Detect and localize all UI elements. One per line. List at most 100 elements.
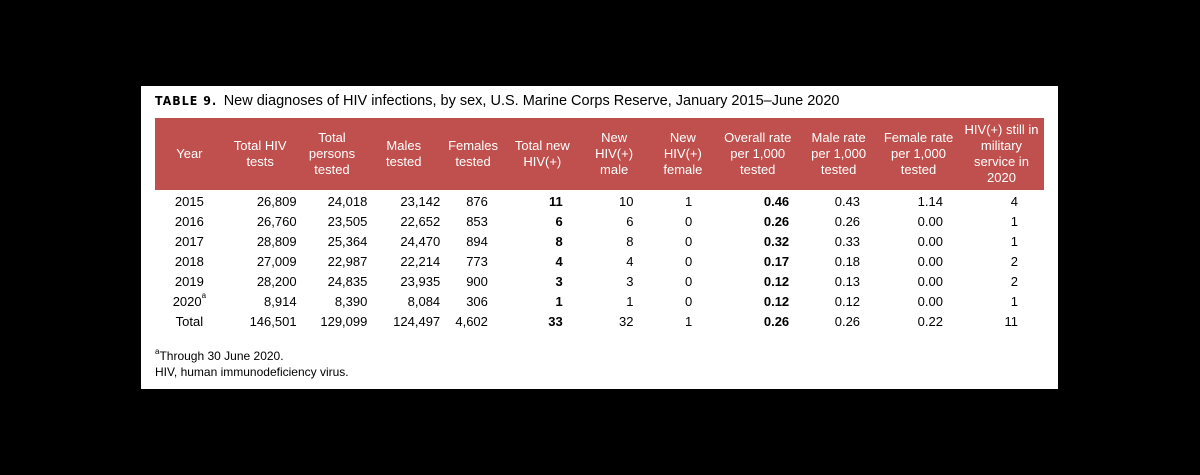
cell-total-hiv-tests: 26,760 xyxy=(256,214,297,229)
table-row-total: Total 146,501 129,099 124,497 4,602 33 32 1 0.26… xyxy=(155,312,1044,332)
col-header-total-new-hiv: Total new HIV(+) xyxy=(514,138,570,169)
cell-total-hiv-tests: 8,914 xyxy=(264,294,297,309)
footnote-abbreviation: HIV, human immunodeficiency virus. xyxy=(155,365,349,379)
cell-male-rate: 0.33 xyxy=(834,234,861,249)
cell-males-tested: 22,214 xyxy=(400,254,441,269)
col-header-total-persons-tested: Total persons tested xyxy=(308,130,356,177)
cell-female-rate: 0.00 xyxy=(917,214,943,229)
cell-males-tested: 23,935 xyxy=(400,274,441,289)
cell-new-hiv-male: 8 xyxy=(626,234,634,249)
cell-new-hiv-male: 4 xyxy=(626,254,634,269)
cell-total-hiv-tests: 28,809 xyxy=(256,234,297,249)
cell-year: 2015 xyxy=(174,194,204,209)
col-header-female-rate: Female rate per 1,000 tested xyxy=(883,130,954,177)
cell-new-hiv-male: 6 xyxy=(626,214,634,229)
table-row: 2018 27,009 22,987 22,214 773 4 4 0 0.17 0.18 0.00… xyxy=(155,252,1044,272)
cell-total-persons-tested: 24,018 xyxy=(327,194,368,209)
cell-year: 2017 xyxy=(174,234,204,249)
col-header-total-hiv-tests: Total HIV tests xyxy=(233,138,287,169)
col-header-male-rate: Male rate per 1,000 tested xyxy=(811,130,867,177)
cell-still-in-service: 2 xyxy=(1010,274,1018,289)
cell-overall-rate: 0.26 xyxy=(763,214,790,229)
cell-total-hiv-tests: 26,809 xyxy=(256,194,297,209)
hiv-diagnoses-table: Year Total HIV tests Total persons teste… xyxy=(155,118,1044,332)
cell-still-in-service: 2 xyxy=(1010,254,1018,269)
cell-male-rate: 0.26 xyxy=(834,314,861,329)
table-row: 2019 28,200 24,835 23,935 900 3 3 0 0.12 0.13 0.00… xyxy=(155,272,1044,292)
cell-total-hiv-tests: 27,009 xyxy=(256,254,297,269)
cell-total-new-hiv: 1 xyxy=(555,294,563,309)
cell-females-tested: 876 xyxy=(466,194,488,209)
cell-males-tested: 24,470 xyxy=(400,234,441,249)
cell-overall-rate: 0.46 xyxy=(763,194,790,209)
col-header-new-hiv-male: New HIV(+) male xyxy=(595,130,634,177)
cell-still-in-service: 4 xyxy=(1010,194,1018,209)
cell-new-hiv-female: 0 xyxy=(685,274,693,289)
cell-still-in-service: 11 xyxy=(1004,314,1019,329)
col-header-males-tested: Males tested xyxy=(386,138,422,169)
cell-new-hiv-female: 0 xyxy=(685,234,693,249)
col-header-still-in-service: HIV(+) still in military service in 2020 xyxy=(964,122,1039,185)
cell-total-new-hiv: 3 xyxy=(555,274,563,289)
cell-overall-rate: 0.12 xyxy=(763,294,790,309)
cell-females-tested: 773 xyxy=(466,254,488,269)
cell-male-rate: 0.13 xyxy=(834,274,861,289)
cell-year: 2016 xyxy=(174,214,204,229)
table-body: 2015 26,809 24,018 23,142 876 11 10 1 0.46 0.43 1.… xyxy=(155,190,1044,332)
cell-male-rate: 0.18 xyxy=(834,254,861,269)
cell-total-persons-tested: 8,390 xyxy=(334,294,368,309)
cell-total-new-hiv: 33 xyxy=(548,314,563,329)
cell-new-hiv-male: 3 xyxy=(626,274,634,289)
cell-overall-rate: 0.17 xyxy=(763,254,790,269)
cell-female-rate: 0.00 xyxy=(917,254,943,269)
cell-new-hiv-female: 1 xyxy=(685,194,693,209)
cell-total-new-hiv: 6 xyxy=(555,214,563,229)
footnote-marker: a xyxy=(201,291,207,300)
cell-overall-rate: 0.32 xyxy=(763,234,790,249)
cell-total-hiv-tests: 28,200 xyxy=(256,274,297,289)
cell-overall-rate: 0.26 xyxy=(763,314,790,329)
cell-new-hiv-female: 0 xyxy=(685,214,693,229)
cell-new-hiv-male: 32 xyxy=(619,314,634,329)
cell-females-tested: 894 xyxy=(466,234,488,249)
table-row: 2016 26,760 23,505 22,652 853 6 6 0 0.26 0.26 0.00… xyxy=(155,212,1044,232)
cell-females-tested: 853 xyxy=(466,214,488,229)
cell-male-rate: 0.12 xyxy=(834,294,861,309)
cell-female-rate: 0.00 xyxy=(917,274,943,289)
cell-female-rate: 0.00 xyxy=(917,234,943,249)
cell-still-in-service: 1 xyxy=(1010,294,1018,309)
col-header-overall-rate: Overall rate per 1,000 tested xyxy=(724,130,792,177)
cell-year: 2020a xyxy=(172,291,207,310)
table-caption: TABLE 9. New diagnoses of HIV infections… xyxy=(155,93,839,109)
cell-total-persons-tested: 23,505 xyxy=(327,214,368,229)
cell-new-hiv-female: 0 xyxy=(685,294,693,309)
cell-total-persons-tested: 25,364 xyxy=(327,234,368,249)
table-panel: TABLE 9. New diagnoses of HIV infections… xyxy=(141,86,1058,389)
footnotes: aThrough 30 June 2020. HIV, human immuno… xyxy=(155,348,349,380)
cell-total-new-hiv: 11 xyxy=(548,194,563,209)
cell-males-tested: 22,652 xyxy=(400,214,441,229)
cell-females-tested: 4,602 xyxy=(455,314,488,329)
cell-new-hiv-male: 10 xyxy=(619,194,634,209)
table-row: 2015 26,809 24,018 23,142 876 11 10 1 0.46 0.43 1.… xyxy=(155,190,1044,212)
col-header-year: Year xyxy=(176,146,203,161)
col-header-new-hiv-female: New HIV(+) female xyxy=(663,130,703,177)
cell-females-tested: 306 xyxy=(466,294,488,309)
cell-overall-rate: 0.12 xyxy=(763,274,790,289)
cell-total-persons-tested: 129,099 xyxy=(320,314,368,329)
cell-new-hiv-male: 1 xyxy=(626,294,634,309)
cell-still-in-service: 1 xyxy=(1010,234,1018,249)
cell-year: 2018 xyxy=(174,254,204,269)
cell-total-hiv-tests: 146,501 xyxy=(249,314,297,329)
cell-female-rate: 0.22 xyxy=(917,314,943,329)
cell-males-tested: 23,142 xyxy=(400,194,441,209)
cell-males-tested: 8,084 xyxy=(407,294,441,309)
col-header-females-tested: Females tested xyxy=(448,138,498,169)
cell-males-tested: 124,497 xyxy=(393,314,441,329)
table-row: 2020a 8,914 8,390 8,084 306 1 1 0 0.12 0.12 0.00 1 xyxy=(155,292,1044,312)
cell-new-hiv-female: 1 xyxy=(685,314,693,329)
header-row: Year Total HIV tests Total persons teste… xyxy=(155,118,1044,190)
cell-male-rate: 0.43 xyxy=(834,194,861,209)
footnote-a-marker: a xyxy=(155,347,160,356)
cell-total-persons-tested: 24,835 xyxy=(327,274,368,289)
